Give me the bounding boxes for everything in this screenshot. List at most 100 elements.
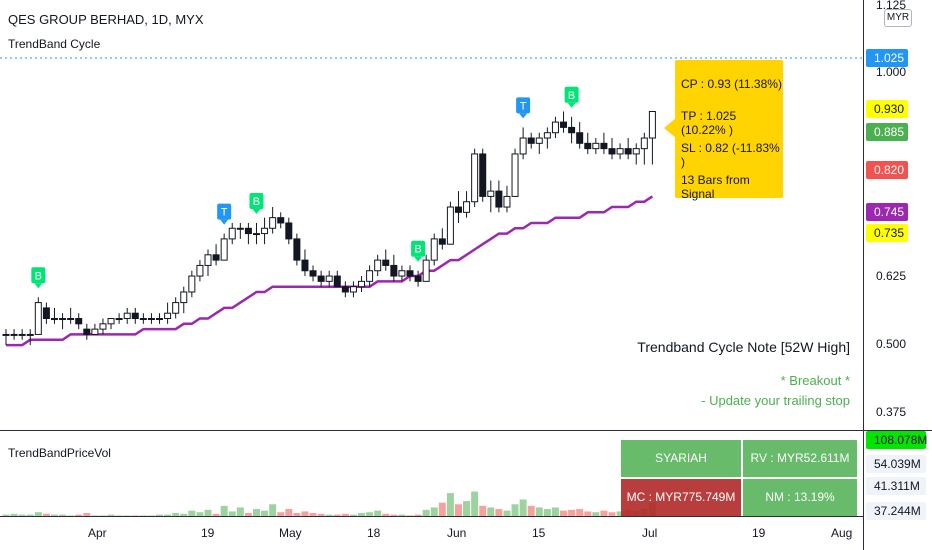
candle-body — [527, 137, 535, 144]
candle-body — [454, 206, 462, 213]
candle-body — [438, 238, 446, 245]
signal-tag-pointer — [252, 208, 261, 214]
candle-body — [632, 148, 640, 155]
fundamentals-table: SYARIAH RV : MYR52.611M MC : MYR775.749M… — [621, 440, 857, 516]
time-axis-border — [0, 516, 863, 517]
candle-body — [398, 270, 406, 277]
price-tick: 0.500 — [876, 337, 907, 351]
volume-bar — [107, 514, 115, 517]
candle-body — [519, 137, 527, 155]
rv-cell: RV : MYR52.611M — [743, 440, 857, 477]
time-tick: Apr — [88, 526, 107, 540]
note-trailing-stop: - Update your trailing stop — [701, 393, 850, 408]
volume-bar — [341, 513, 349, 517]
volume-bar — [446, 493, 454, 517]
candle-body — [382, 259, 390, 266]
price-tick: 0.375 — [876, 405, 907, 419]
signal-tag-pointer — [519, 113, 528, 119]
note-breakout: * Breakout * — [780, 373, 850, 388]
signal-tag-label: T — [520, 100, 527, 112]
volume-bar — [244, 513, 252, 517]
candle-body — [640, 137, 648, 150]
candle-body — [59, 318, 67, 321]
candle-body — [333, 275, 341, 288]
volume-bar — [463, 501, 471, 517]
volume-bar — [398, 514, 406, 517]
price-tick: 1.000 — [876, 65, 907, 79]
candle-body — [608, 148, 616, 155]
price-label-current: 0.930 — [866, 100, 908, 118]
signal-tag — [516, 97, 531, 114]
volume-bar — [156, 514, 164, 517]
volume-bar — [317, 513, 325, 517]
volume-bar — [584, 511, 592, 517]
candle-body — [91, 328, 99, 335]
signal-tag — [411, 240, 426, 257]
time-tick: Jun — [447, 526, 467, 540]
volume-bar — [519, 499, 527, 517]
candle-body — [2, 333, 10, 336]
volume-bar — [560, 510, 568, 517]
candle-body — [269, 217, 277, 229]
price-axis-border — [863, 0, 864, 550]
pane-separator[interactable] — [0, 430, 863, 431]
volume-bar — [196, 512, 204, 517]
symbol-title: QES GROUP BERHAD, 1D, MYX — [8, 12, 204, 27]
candle-body — [503, 195, 511, 208]
candle-body — [220, 238, 228, 261]
signal-tag-pointer — [34, 283, 43, 289]
volume-bar — [220, 505, 228, 517]
candle-body — [471, 153, 479, 203]
candle-body — [131, 312, 139, 320]
candle-body — [75, 318, 83, 325]
volume-bar — [333, 514, 341, 517]
volume-bar — [535, 507, 543, 517]
volume-label: 37.244M — [866, 502, 926, 520]
indicator-name[interactable]: TrendBand Cycle — [8, 37, 101, 51]
signal-tag — [217, 203, 232, 220]
signal-tag — [31, 267, 46, 284]
info-current-price: CP : 0.93 (11.38%) — [681, 77, 782, 91]
signal-tag-label: T — [221, 207, 228, 219]
price-label-signal: 0.745 — [866, 203, 908, 221]
signal-tag-label: B — [568, 90, 575, 102]
candle-body — [592, 142, 600, 150]
candle-body — [50, 318, 58, 321]
candle-body — [180, 291, 188, 304]
candle-body — [26, 333, 34, 336]
candle-body — [349, 286, 357, 293]
volume-bar — [527, 505, 535, 517]
time-tick: May — [279, 526, 302, 540]
candle-body — [301, 259, 309, 272]
volume-bar — [487, 507, 495, 517]
signal-tag-pointer — [220, 219, 229, 225]
volume-bar — [600, 510, 608, 517]
candle-body — [252, 233, 260, 236]
candle-body — [430, 238, 438, 261]
candle-body — [366, 270, 374, 282]
signal-tag-label: B — [35, 270, 42, 282]
volume-bar — [568, 509, 576, 517]
candle-body — [341, 286, 349, 293]
candle-body — [188, 275, 196, 293]
candle-body — [18, 333, 26, 336]
volume-bar — [10, 513, 18, 517]
volume-bar — [50, 514, 58, 517]
currency-badge[interactable]: MYR — [884, 9, 912, 27]
pane-separator-axis — [863, 430, 932, 431]
candle-body — [172, 302, 180, 314]
time-tick: Jul — [642, 526, 658, 540]
candle-body — [204, 254, 212, 266]
volume-bar — [592, 512, 600, 517]
candle-body — [83, 328, 91, 335]
candle-body — [236, 227, 244, 230]
price-label-band: 0.735 — [866, 224, 908, 242]
volume-pane-title[interactable]: TrendBandPriceVol — [8, 446, 111, 460]
signal-info-box: CP : 0.93 (11.38%) TP : 1.025 (10.22% ) … — [675, 60, 783, 201]
candle-body — [374, 259, 382, 272]
candle-body — [228, 227, 236, 240]
candle-body — [212, 254, 220, 261]
volume-bar — [59, 514, 67, 517]
volume-bar — [479, 505, 487, 517]
